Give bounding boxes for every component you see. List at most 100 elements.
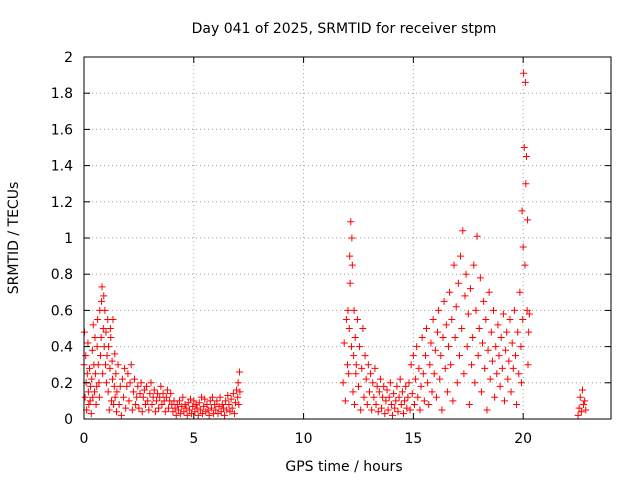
data-point [381,410,389,418]
data-point [179,393,187,401]
data-point [149,393,157,401]
data-point [112,370,120,378]
data-point [351,334,359,342]
data-point [574,411,582,419]
data-point [524,361,532,369]
data-point [169,408,177,416]
data-point [112,408,120,416]
data-point [233,386,241,394]
y-tick-label: 0.8 [51,267,73,283]
data-point [182,404,190,412]
data-point [176,397,184,405]
data-point [159,390,167,398]
data-point [346,279,354,287]
data-point [98,283,106,291]
data-point [370,393,378,401]
data-point [180,408,188,416]
x-tick-label: 0 [80,431,89,447]
data-point [365,388,373,396]
data-point [465,401,473,409]
data-point [86,397,94,405]
data-point [218,401,226,409]
data-point [356,343,364,351]
data-point [472,306,480,314]
data-point [111,350,119,358]
data-point [368,406,376,414]
data-point [93,343,101,351]
data-point [420,397,428,405]
data-point [475,325,483,332]
data-point [195,399,203,407]
data-point [389,411,397,419]
data-point [384,406,392,414]
data-point [199,410,207,418]
data-point [161,408,169,416]
data-point [506,315,514,323]
data-point [414,393,422,401]
data-point [89,393,97,401]
data-point [442,321,450,329]
data-point [342,315,350,323]
data-point [103,352,111,360]
data-point [181,401,189,409]
y-tick-label: 1.4 [51,159,73,175]
data-point [519,315,527,323]
data-point [407,361,415,369]
data-point [419,370,427,378]
data-point [434,328,442,336]
data-point [413,343,421,351]
data-point [87,410,95,418]
data-point [101,306,109,314]
data-point [452,303,460,311]
data-point [141,401,149,409]
data-point [122,404,130,412]
data-point [421,352,429,360]
data-point [196,406,204,414]
data-point [235,401,243,409]
data-point [223,406,231,414]
data-point [174,406,182,414]
data-point [408,390,416,398]
data-point [508,339,516,347]
data-point [165,404,173,412]
data-point [468,361,476,369]
data-point [403,404,411,412]
data-point [437,352,445,360]
data-point [162,393,170,401]
data-point [107,334,115,342]
data-point [371,364,379,372]
data-point [520,144,528,151]
data-point [379,393,387,401]
data-point [88,346,96,354]
data-point [81,393,89,401]
data-point [144,397,152,405]
data-point [476,274,484,282]
data-point [139,393,147,401]
data-point [369,379,377,387]
x-tick-label: 5 [189,431,198,447]
data-point [208,393,216,401]
data-point [477,388,485,396]
data-point [373,382,381,390]
data-point [190,397,198,405]
data-point [230,410,238,418]
data-point [430,370,438,378]
data-point [399,410,407,418]
data-point [191,408,199,416]
data-point [147,379,155,387]
data-point [443,388,451,396]
data-point [105,406,113,414]
data-point [177,410,185,418]
data-point [497,334,505,342]
data-point [372,401,380,409]
data-point [118,375,126,383]
data-point [107,397,115,405]
data-point [415,364,423,372]
data-point [523,306,531,314]
data-point [410,401,418,409]
data-point [453,379,461,387]
y-tick-label: 0 [64,412,73,428]
data-point [87,382,95,390]
data-point [105,343,113,351]
data-point [167,390,175,398]
